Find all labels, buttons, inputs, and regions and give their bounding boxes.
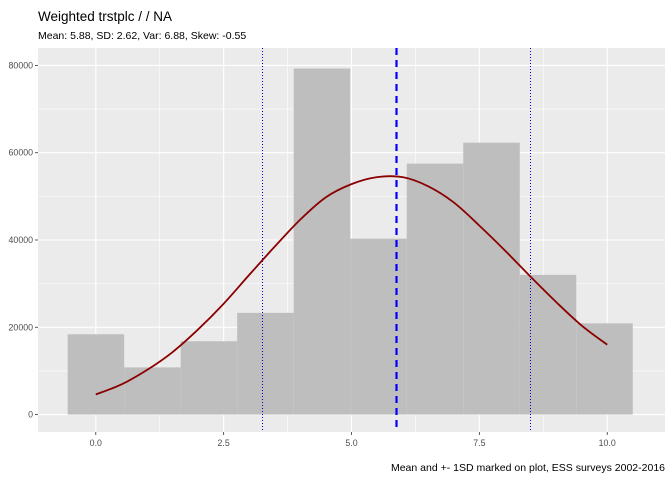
histogram-bar [350,238,407,415]
x-axis: 0.0 2.5 5.0 7.5 10.0 [90,432,616,448]
chart-subtitle: Mean: 5.88, SD: 2.62, Var: 6.88, Skew: -… [38,30,246,42]
histogram-bar [237,312,294,415]
x-tick-label: 5.0 [345,438,357,448]
histogram-bar [576,323,633,415]
histogram-bar [463,142,520,415]
y-tick-label: 20000 [9,322,34,332]
histogram-bar [519,274,577,415]
x-tick-label: 7.5 [473,438,485,448]
y-tick-label: 80000 [9,60,34,70]
x-tick-label: 0.0 [90,438,102,448]
y-tick-label: 0 [28,410,33,420]
y-tick-label: 60000 [9,148,34,158]
chart-caption: Mean and +- 1SD marked on plot, ESS surv… [391,462,665,474]
histogram-bar [293,68,351,415]
chart-title: Weighted trstplc / / NA [38,9,172,24]
x-tick-label: 10.0 [599,438,616,448]
histogram-bar [67,334,125,415]
density-curve-group [95,175,608,396]
sd-lines [262,48,531,432]
histogram-bar [180,341,238,415]
density-curve [95,175,608,396]
histogram-bar [124,367,181,415]
histogram-bar [406,163,464,415]
y-tick-label: 40000 [9,235,34,245]
y-axis: 0 20000 40000 60000 80000 [9,60,38,420]
x-tick-label: 2.5 [218,438,230,448]
